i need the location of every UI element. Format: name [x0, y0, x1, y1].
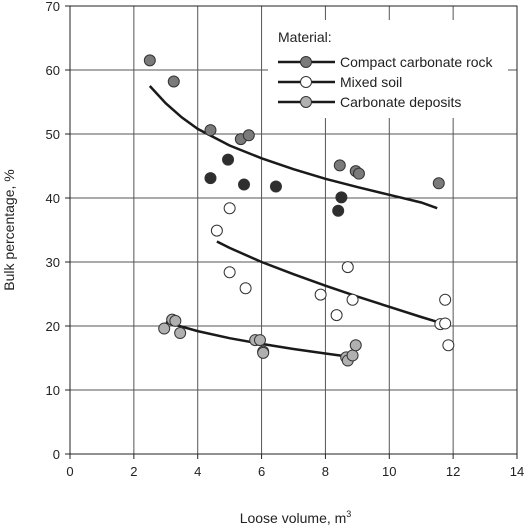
legend-marker — [300, 96, 312, 108]
x-tick-label: 14 — [510, 464, 524, 479]
data-point — [330, 309, 343, 322]
data-point — [210, 224, 223, 237]
y-axis-ticks: 0 10 20 30 40 50 60 70 — [46, 0, 70, 462]
legend-marker — [300, 56, 312, 68]
data-point — [432, 177, 445, 190]
data-point — [314, 288, 327, 301]
data-point — [349, 339, 362, 352]
x-axis-ticks: 0 2 4 6 8 10 12 14 — [66, 454, 524, 479]
legend-marker — [300, 76, 312, 88]
data-point — [439, 293, 452, 306]
data-point — [269, 180, 282, 193]
data-point — [223, 202, 236, 215]
legend: Material: Compact carbonate rock Mixed so… — [268, 20, 508, 118]
x-axis-title: Loose volume, m3 — [240, 509, 352, 526]
y-tick-label: 20 — [46, 319, 60, 334]
y-tick-label: 40 — [46, 191, 60, 206]
y-tick-label: 10 — [46, 383, 60, 398]
data-point — [253, 334, 266, 347]
trend-line — [148, 85, 438, 210]
y-tick-label: 60 — [46, 63, 60, 78]
data-point — [439, 317, 452, 330]
legend-label: Mixed soil — [340, 74, 402, 90]
y-tick-label: 0 — [53, 447, 60, 462]
data-point — [158, 322, 171, 335]
trend-lines — [148, 85, 441, 358]
data-point — [204, 172, 217, 185]
x-axis-title-text: Loose volume, m — [240, 510, 347, 526]
x-tick-label: 4 — [194, 464, 201, 479]
data-point — [204, 124, 217, 137]
y-tick-label: 30 — [46, 255, 60, 270]
data-point — [346, 349, 359, 362]
data-point — [346, 293, 359, 306]
trend-line — [216, 240, 441, 324]
data-points — [143, 54, 455, 367]
legend-label: Carbonate deposits — [340, 94, 461, 110]
data-point — [242, 129, 255, 142]
legend-title: Material: — [278, 29, 332, 45]
data-point — [333, 159, 346, 172]
data-point — [143, 54, 156, 67]
legend-items: Compact carbonate rock Mixed soil Carbonat… — [278, 54, 494, 110]
legend-label: Compact carbonate rock — [340, 54, 494, 70]
data-point — [174, 327, 187, 340]
x-tick-label: 12 — [446, 464, 460, 479]
x-tick-label: 2 — [130, 464, 137, 479]
data-point — [223, 266, 236, 279]
y-tick-label: 50 — [46, 127, 60, 142]
data-point — [238, 178, 251, 191]
x-tick-label: 10 — [382, 464, 396, 479]
x-tick-label: 0 — [66, 464, 73, 479]
y-tick-label: 70 — [46, 0, 60, 14]
x-tick-label: 8 — [322, 464, 329, 479]
data-point — [167, 75, 180, 88]
data-point — [335, 191, 348, 204]
x-tick-label: 6 — [258, 464, 265, 479]
data-point — [257, 346, 270, 359]
data-point — [169, 314, 182, 327]
data-point — [341, 261, 354, 274]
data-point — [352, 167, 365, 180]
data-point — [442, 339, 455, 352]
data-point — [332, 204, 345, 217]
data-point — [239, 282, 252, 295]
x-axis-title-superscript: 3 — [346, 509, 351, 519]
data-point — [222, 153, 235, 166]
plot-frame — [69, 5, 518, 455]
y-axis-title: Bulk percentage, % — [1, 169, 17, 290]
